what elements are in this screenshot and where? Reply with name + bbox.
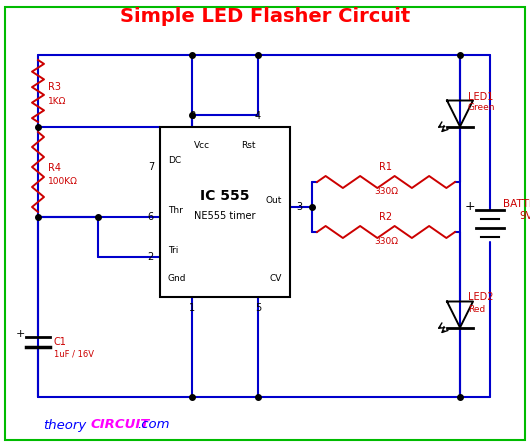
Text: R3: R3 [48, 82, 61, 92]
Text: DC: DC [168, 156, 181, 165]
Text: Green: Green [468, 104, 496, 113]
Text: Rst: Rst [242, 141, 256, 150]
Text: 3: 3 [296, 202, 302, 212]
Text: LED2: LED2 [468, 292, 493, 303]
Text: Gnd: Gnd [168, 274, 187, 283]
Text: BATTERY: BATTERY [504, 199, 530, 209]
Text: 5: 5 [255, 303, 261, 313]
Text: +: + [465, 201, 475, 214]
Text: Red: Red [468, 304, 485, 313]
Text: 6: 6 [148, 212, 154, 222]
Text: Vcc: Vcc [194, 141, 210, 150]
Text: LED1: LED1 [468, 92, 493, 101]
Text: Thr: Thr [168, 206, 183, 215]
Text: IC 555: IC 555 [200, 189, 250, 203]
Text: 330Ω: 330Ω [374, 237, 398, 246]
Text: R1: R1 [379, 162, 393, 172]
Text: 1: 1 [189, 303, 195, 313]
Text: 100KΩ: 100KΩ [48, 178, 78, 186]
Text: R2: R2 [379, 212, 393, 222]
Text: NE555 timer: NE555 timer [195, 211, 256, 221]
Text: CV: CV [270, 274, 282, 283]
Text: Simple LED Flasher Circuit: Simple LED Flasher Circuit [120, 8, 410, 27]
Text: +: + [15, 329, 25, 339]
Text: theory: theory [43, 418, 86, 432]
Text: 7: 7 [148, 162, 154, 172]
Bar [160, 127, 290, 297]
Text: C1: C1 [54, 337, 67, 347]
Text: 1KΩ: 1KΩ [48, 97, 66, 105]
Text: 4: 4 [255, 111, 261, 121]
Text: R4: R4 [48, 163, 61, 173]
Text: 1uF / 16V: 1uF / 16V [54, 349, 94, 359]
Text: Out: Out [266, 196, 282, 205]
Text: 2: 2 [148, 252, 154, 262]
Text: Tri: Tri [168, 246, 179, 255]
Text: 9V: 9V [519, 211, 530, 221]
Text: .com: .com [137, 418, 169, 432]
Text: CIRCUIT: CIRCUIT [91, 418, 149, 432]
Text: 330Ω: 330Ω [374, 187, 398, 196]
Text: 8: 8 [189, 111, 195, 121]
